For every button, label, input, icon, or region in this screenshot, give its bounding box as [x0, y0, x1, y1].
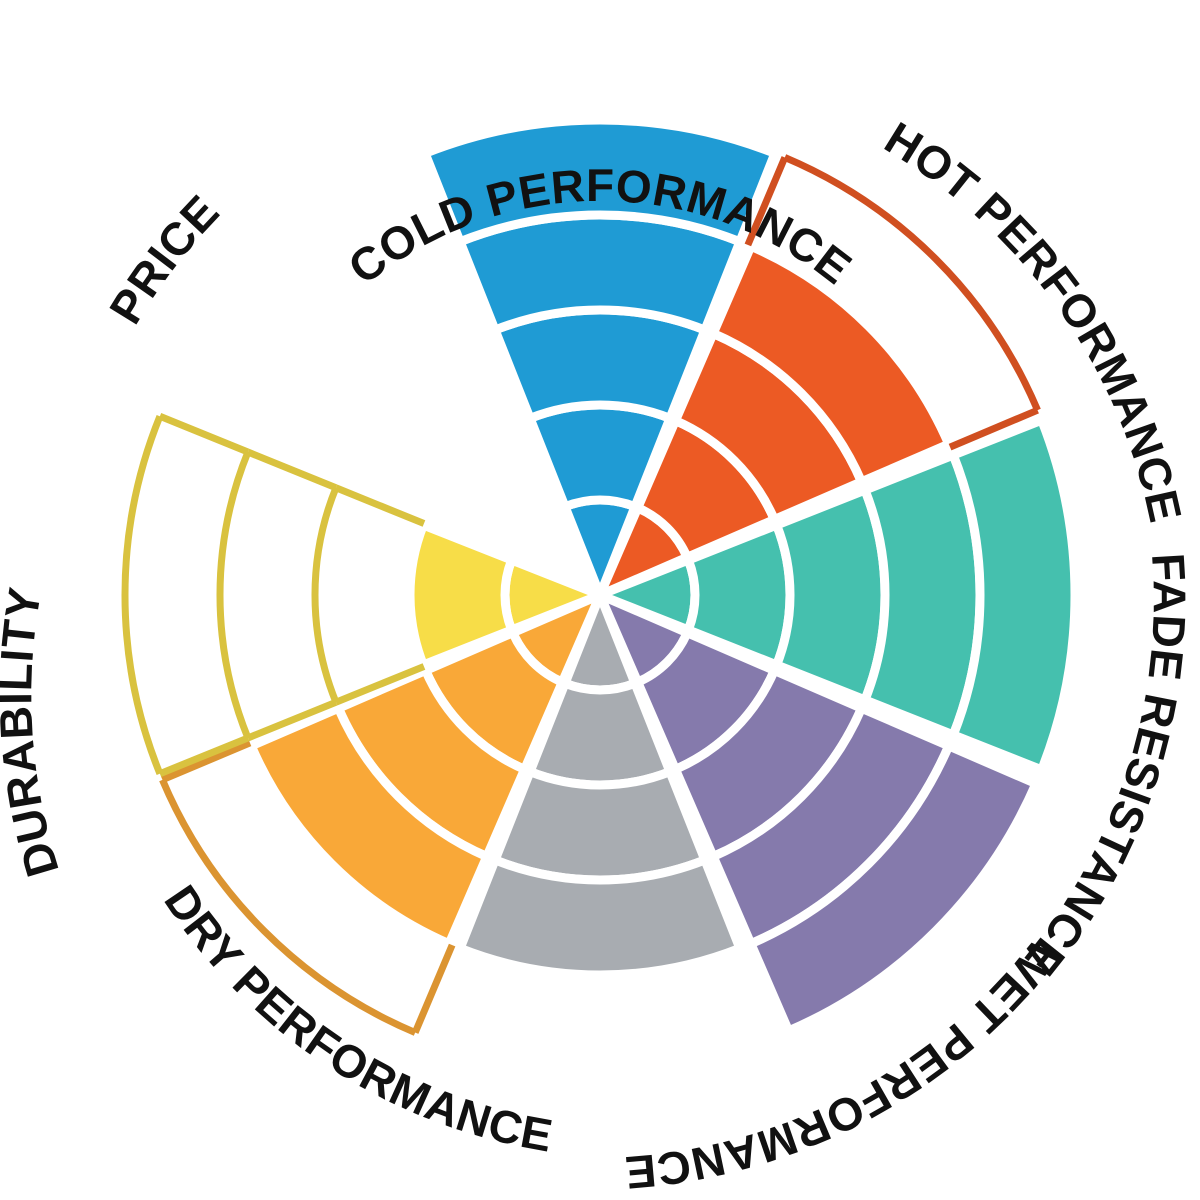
- axis-label-durability: DURABILITY: [0, 584, 69, 883]
- sector-segment-dry-performance-ring4[interactable]: [455, 855, 745, 980]
- sector-outline-group: [121, 154, 1041, 1036]
- sector-outline-edge-price: [246, 698, 338, 742]
- sector-outline-price-ring5: [121, 414, 164, 776]
- sector-outline-edge-durability: [411, 943, 456, 1034]
- sector-segment-fade-resistance-ring3[interactable]: [772, 485, 890, 705]
- sector-outline-edge-price: [158, 413, 250, 456]
- sector-outline-edge-hot-performance: [744, 156, 789, 247]
- sector-segment-fade-resistance-ring5[interactable]: [948, 415, 1080, 775]
- sector-outline-price-ring4: [216, 450, 252, 740]
- axis-label-text-durability: DURABILITY: [0, 584, 68, 883]
- sector-outline-durability-ring5: [159, 778, 417, 1036]
- axis-label-text-price: PRICE: [99, 185, 228, 332]
- sector-segment-hot-performance-ring4[interactable]: [708, 241, 954, 487]
- sector-outline-price-ring3: [311, 486, 340, 704]
- sector-outline-edge-price: [158, 734, 250, 777]
- sector-segment-dry-performance-ring3[interactable]: [490, 767, 710, 885]
- sector-segment-wet-performance-ring5[interactable]: [746, 741, 1041, 1036]
- sector-outline-edge-hot-performance: [948, 406, 1039, 451]
- sector-outline-edge-price: [246, 448, 338, 492]
- sector-outline-hot-performance-ring5: [783, 154, 1041, 412]
- axis-label-price: PRICE: [99, 185, 229, 332]
- sector-segment-cold-performance-ring3[interactable]: [490, 305, 710, 423]
- sector-outline-edge-durability: [161, 739, 252, 784]
- sector-segment-price-ring2[interactable]: [405, 520, 517, 670]
- sector-wedge-group: [246, 115, 1080, 1036]
- sector-outline-edge-price: [334, 663, 426, 706]
- sector-outline-edge-price: [334, 484, 426, 527]
- sector-segment-durability-ring4[interactable]: [246, 703, 492, 949]
- sector-segment-cold-performance-ring5[interactable]: [420, 115, 780, 247]
